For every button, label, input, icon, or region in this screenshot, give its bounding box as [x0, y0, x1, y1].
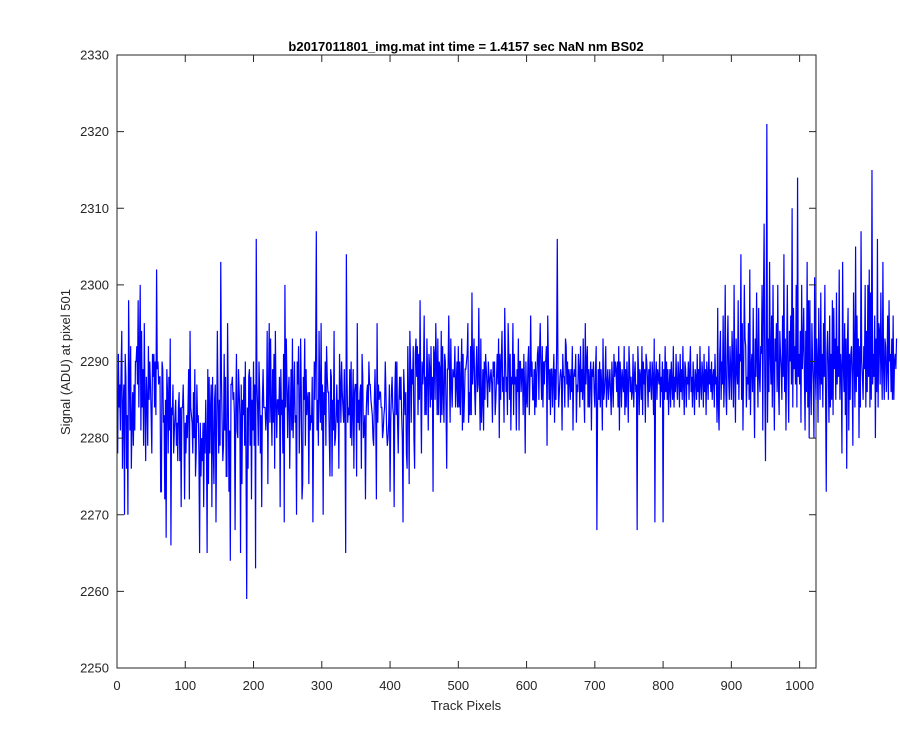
y-tick-label: 2280 [80, 431, 109, 446]
y-tick-label: 2270 [80, 507, 109, 522]
x-tick-label: 1000 [785, 678, 814, 693]
x-axis: 0 100 200 300 400 500 600 700 800 900 1000 [113, 55, 814, 693]
y-axis-label: Signal (ADU) at pixel 501 [58, 289, 73, 435]
x-tick-label: 100 [174, 678, 196, 693]
y-axis: 2250 2260 2270 2280 2290 2300 2310 2320 2330 [80, 48, 816, 676]
y-tick-label: 2290 [80, 354, 109, 369]
x-tick-label: 800 [652, 678, 674, 693]
y-tick-label: 2330 [80, 48, 109, 63]
x-tick-label: 500 [447, 678, 469, 693]
y-tick-label: 2320 [80, 124, 109, 139]
plot-area [116, 54, 898, 669]
y-tick-label: 2300 [80, 277, 109, 292]
series-line-1 [117, 123, 898, 600]
chart-title: b2017011801_img.mat int time = 1.4157 se… [288, 39, 643, 54]
x-tick-label: 600 [516, 678, 538, 693]
y-tick-label: 2260 [80, 584, 109, 599]
x-tick-label: 200 [243, 678, 265, 693]
x-axis-label: Track Pixels [431, 698, 502, 713]
x-tick-label: 300 [311, 678, 333, 693]
x-tick-label: 900 [721, 678, 743, 693]
y-tick-label: 2310 [80, 201, 109, 216]
x-tick-label: 0 [113, 678, 120, 693]
y-tick-label: 2250 [80, 661, 109, 676]
x-tick-label: 700 [584, 678, 606, 693]
x-tick-label: 400 [379, 678, 401, 693]
